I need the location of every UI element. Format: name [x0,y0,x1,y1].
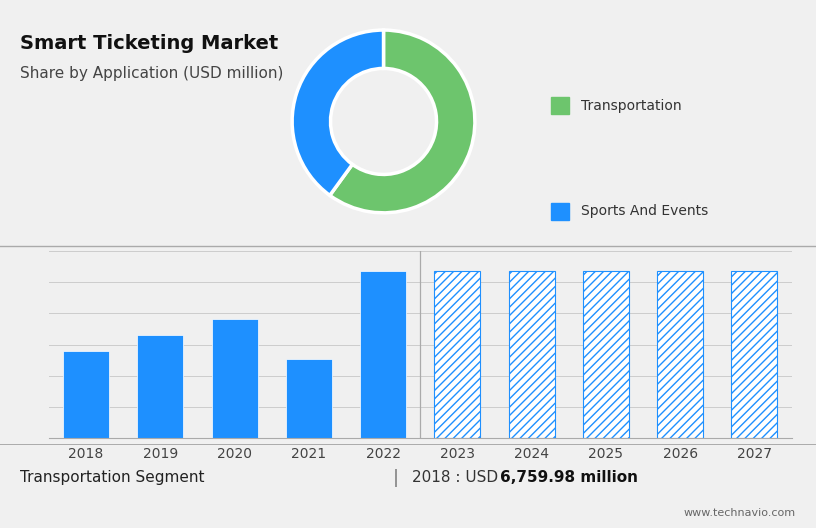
Text: Sports And Events: Sports And Events [581,204,708,218]
Text: 6,759.98 million: 6,759.98 million [500,470,638,485]
Text: Transportation: Transportation [581,99,681,112]
Wedge shape [330,30,475,213]
Bar [508,271,555,438]
Bar [286,359,332,438]
Text: www.technavio.com: www.technavio.com [684,508,796,518]
Bar [583,271,629,438]
Bar [434,271,481,438]
Bar [731,271,778,438]
Text: Transportation Segment: Transportation Segment [20,470,205,485]
Text: Smart Ticketing Market: Smart Ticketing Market [20,34,278,53]
Text: 2018 : USD: 2018 : USD [412,470,503,485]
Bar [657,271,703,438]
Bar [360,271,406,438]
Text: Share by Application (USD million): Share by Application (USD million) [20,66,284,81]
Text: |: | [392,469,399,487]
Bar [137,335,184,438]
Wedge shape [292,30,384,195]
Bar [63,351,109,438]
Bar [211,319,258,438]
